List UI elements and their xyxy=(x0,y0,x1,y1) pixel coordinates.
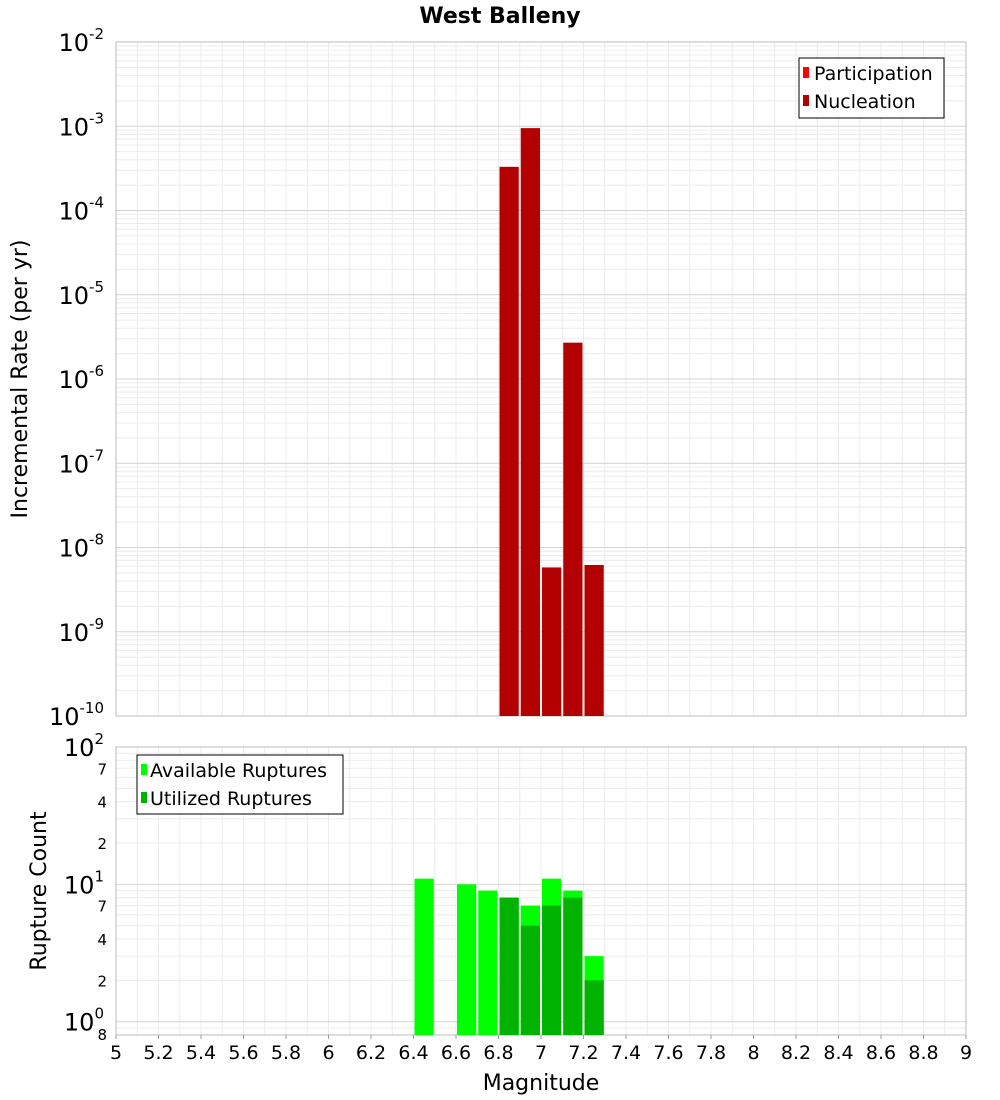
x-tick-label: 6.4 xyxy=(398,1042,428,1064)
bar-nucleation xyxy=(563,342,583,716)
x-tick-label: 7.8 xyxy=(696,1042,726,1064)
x-tick-label: 5.6 xyxy=(228,1042,258,1064)
x-tick-label: 5 xyxy=(110,1042,122,1064)
top-y-tick-labels: 10-2 10-3 10-4 10-5 10-6 10-7 10-8 10-9 10-10 xyxy=(49,25,104,731)
bar-utilized-ruptures xyxy=(584,980,604,1035)
x-axis-label: Magnitude xyxy=(483,1071,600,1096)
y-minor-tick-label: 4 xyxy=(97,794,107,812)
legend-label-participation: Participation xyxy=(814,63,933,85)
y-tick-label: 100 xyxy=(64,1005,104,1037)
top-bars xyxy=(499,128,604,717)
bar-available-ruptures xyxy=(414,878,434,1035)
top-grid xyxy=(115,42,967,717)
x-tick-label: 5.2 xyxy=(143,1042,173,1064)
y-tick-label: 10-2 xyxy=(58,25,104,57)
y-tick-label: 10-10 xyxy=(49,699,104,731)
y-tick-label: 101 xyxy=(64,867,104,899)
legend-label-utilized: Utilized Ruptures xyxy=(150,788,312,810)
bottom-bars xyxy=(414,878,604,1035)
bar-utilized-ruptures xyxy=(542,905,562,1035)
x-tick-label: 5.8 xyxy=(271,1042,301,1064)
bar-utilized-ruptures xyxy=(563,897,583,1035)
bar-utilized-ruptures xyxy=(499,897,519,1035)
bottom-y-axis-label: Rupture Count xyxy=(27,811,52,971)
x-tick-label: 6.6 xyxy=(441,1042,471,1064)
bottom-y-tick-labels: 100 101 102 8 2 4 7 2 4 7 xyxy=(64,730,107,1044)
top-legend: Participation Nucleation xyxy=(798,57,945,119)
bar-nucleation xyxy=(499,166,519,717)
y-minor-tick-label: 2 xyxy=(97,835,107,853)
bar-available-ruptures xyxy=(478,890,498,1035)
top-legend-box xyxy=(798,57,945,119)
y-tick-label: 10-4 xyxy=(58,194,104,226)
top-y-axis-label: Incremental Rate (per yr) xyxy=(8,240,33,519)
legend-label-available: Available Ruptures xyxy=(150,760,327,782)
legend-swatch-utilized xyxy=(141,792,147,803)
legend-swatch-nucleation xyxy=(803,95,809,106)
x-tick-label: 6.2 xyxy=(356,1042,386,1064)
top-plot-frame xyxy=(115,41,967,717)
bar-nucleation xyxy=(520,128,540,717)
x-tick-label: 8.2 xyxy=(781,1042,811,1064)
x-tick-label: 8.8 xyxy=(908,1042,938,1064)
bar-nucleation xyxy=(542,567,562,716)
y-tick-label: 10-9 xyxy=(58,615,104,647)
x-tick-label: 7.6 xyxy=(653,1042,683,1064)
bottom-legend: Available Ruptures Utilized Ruptures xyxy=(136,754,344,815)
bar-nucleation xyxy=(584,564,604,716)
y-minor-tick-label: 2 xyxy=(97,972,107,990)
x-tick-label: 8.4 xyxy=(823,1042,853,1064)
x-tick-label: 7.4 xyxy=(611,1042,641,1064)
x-tick-label: 7.2 xyxy=(568,1042,598,1064)
x-tick-label: 6.8 xyxy=(483,1042,513,1064)
y-minor-tick-label: 7 xyxy=(97,898,107,916)
legend-swatch-participation xyxy=(803,67,809,78)
y-tick-label: 10-6 xyxy=(58,362,104,394)
y-minor-tick-label: 8 xyxy=(97,1026,107,1044)
x-tick-label: 8.6 xyxy=(866,1042,896,1064)
x-tick-label: 8 xyxy=(747,1042,759,1064)
y-tick-label: 10-3 xyxy=(58,109,104,141)
x-tick-label: 9 xyxy=(960,1042,972,1064)
x-tick-labels: 5 5.2 5.4 5.6 5.8 6 6.2 6.4 6.6 6.8 7 7.2 7.4 7.6 7.8 8… xyxy=(110,1035,972,1064)
bar-utilized-ruptures xyxy=(520,925,540,1035)
bottom-legend-box xyxy=(136,754,344,815)
bar-available-ruptures xyxy=(457,884,477,1035)
y-minor-tick-label: 4 xyxy=(97,931,107,949)
chart-title: West Balleny xyxy=(419,4,580,29)
y-minor-tick-label: 7 xyxy=(97,760,107,778)
y-tick-label: 102 xyxy=(64,730,104,762)
y-tick-label: 10-8 xyxy=(58,531,104,563)
x-tick-label: 6 xyxy=(322,1042,334,1064)
legend-label-nucleation: Nucleation xyxy=(814,91,916,113)
y-tick-label: 10-7 xyxy=(58,446,104,478)
x-tick-label: 7 xyxy=(535,1042,547,1064)
x-tick-label: 5.4 xyxy=(186,1042,216,1064)
y-tick-label: 10-5 xyxy=(58,278,104,310)
legend-swatch-available xyxy=(141,764,147,775)
